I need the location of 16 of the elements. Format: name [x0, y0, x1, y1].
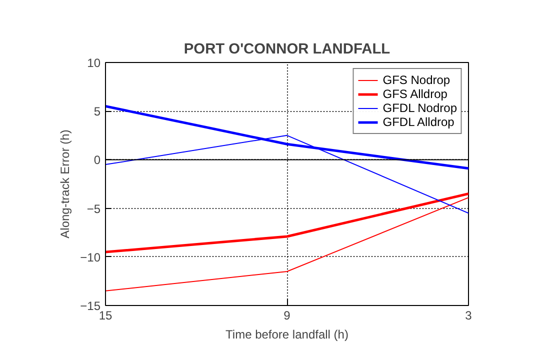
legend-label: GFDL Nodrop: [382, 101, 457, 115]
y-tick-label: −10: [80, 250, 101, 264]
legend-label: GFS Nodrop: [382, 73, 450, 87]
y-tick-label: 10: [87, 56, 101, 70]
x-tick-label: 9: [284, 308, 291, 322]
x-tick-label: 3: [465, 308, 472, 322]
y-tick-label: −5: [86, 202, 101, 216]
y-tick-label: 5: [94, 104, 101, 119]
legend-label: GFS Alldrop: [382, 87, 448, 101]
legend-label: GFDL Alldrop: [382, 115, 454, 129]
x-tick-label: 15: [98, 308, 112, 322]
y-tick-label: −15: [80, 299, 101, 313]
chart-title: PORT O'CONNOR LANDFALL: [184, 42, 390, 58]
y-tick-label: 0: [94, 153, 101, 168]
x-axis-title: Time before landfall (h): [226, 328, 348, 342]
y-axis-title: Along-track Error (h): [58, 130, 72, 238]
